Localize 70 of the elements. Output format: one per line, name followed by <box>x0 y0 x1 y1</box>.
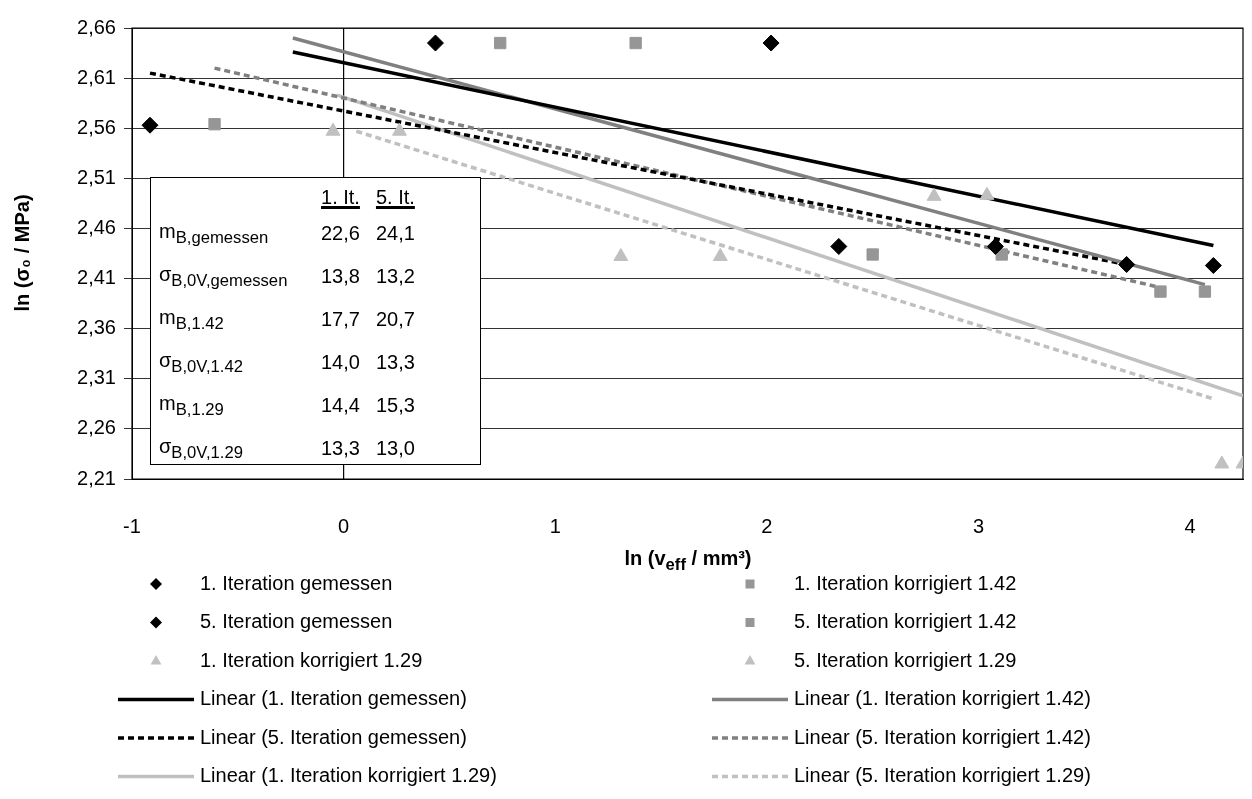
annotation: 14,0 <box>321 351 360 373</box>
point <box>762 34 780 52</box>
annotation: 13,8 <box>321 265 360 287</box>
point <box>1198 285 1212 298</box>
point <box>141 116 159 134</box>
annotation: m$_{B,1.42}$ <box>159 305 224 333</box>
y-tick-label: 2,31 <box>77 366 116 389</box>
legend-label: Linear (1. Iteration korrigiert 1.29) <box>200 764 497 787</box>
annotation: 13,3 <box>321 437 360 459</box>
x-tick-label: 0 <box>338 514 350 537</box>
y-tick-label: 2,51 <box>77 165 116 188</box>
legend-label: 1. Iteration korrigiert 1.29 <box>200 648 423 671</box>
point <box>1154 285 1167 298</box>
annotation: 20,7 <box>375 308 415 330</box>
legend-label: 1. Iteration gemessen <box>200 571 393 594</box>
annotation: σ$_{B,0V,gemessen}$ <box>159 262 288 290</box>
legend-label: 5. Iteration gemessen <box>200 610 393 633</box>
legend-label: Linear (5. Iteration gemessen) <box>200 725 467 748</box>
y-tick-label: 2,26 <box>77 416 116 439</box>
point <box>1118 256 1136 274</box>
point <box>325 122 341 136</box>
annotation: σ$_{B,0V,1.42}$ <box>159 348 243 376</box>
annotation: 24,1 <box>375 222 415 244</box>
x-tick-label: 4 <box>1184 514 1196 537</box>
annotation: 5. It. <box>375 185 415 208</box>
annotation: 15,3 <box>375 394 415 416</box>
y-tick-label: 2,66 <box>77 15 116 38</box>
legend-label: Linear (5. Iteration korrigiert 1.29) <box>794 764 1091 787</box>
point <box>392 122 407 136</box>
point <box>830 237 848 255</box>
point <box>426 34 444 52</box>
x-axis-title: ln (v$_{eff}$ / mm³) <box>624 547 752 575</box>
x-tick-label: 2 <box>761 514 773 537</box>
legend-label: Linear (1. Iteration gemessen) <box>200 687 467 710</box>
point <box>712 248 728 262</box>
legend-label: Linear (5. Iteration korrigiert 1.42) <box>794 725 1091 748</box>
y-tick-label: 2,56 <box>77 115 116 138</box>
legend-label: 5. Iteration korrigiert 1.42 <box>794 610 1017 633</box>
annotation: 13,2 <box>375 265 415 287</box>
point <box>1214 455 1230 469</box>
annotation: m$_{B,1.29}$ <box>159 391 224 419</box>
annotation: σ$_{B,0V,1.29}$ <box>159 434 243 462</box>
point <box>629 36 642 50</box>
point <box>613 248 629 262</box>
point <box>208 118 221 131</box>
point <box>986 237 1004 255</box>
annotation: 17,7 <box>321 308 360 330</box>
point <box>979 186 995 200</box>
point <box>494 36 507 50</box>
annotation: 22,6 <box>321 222 360 244</box>
annotation: 13,3 <box>375 351 415 373</box>
y-tick-label: 2,21 <box>77 466 116 489</box>
annotation: 14,4 <box>321 394 360 416</box>
x-tick-label: 3 <box>972 514 985 537</box>
legend-label: Linear (1. Iteration korrigiert 1.42) <box>794 687 1091 710</box>
y-tick-label: 2,46 <box>77 215 116 238</box>
annotation: 1. It. <box>321 185 360 208</box>
x-tick-label: 1 <box>549 514 561 537</box>
legend-label: 5. Iteration korrigiert 1.29 <box>794 648 1017 671</box>
x-tick-label: -1 <box>123 514 141 537</box>
annotation: 13,0 <box>375 437 415 459</box>
y-tick-label: 2,41 <box>77 266 116 289</box>
point <box>926 187 942 201</box>
point <box>1204 257 1222 275</box>
y-tick-label: 2,61 <box>77 65 116 88</box>
y-axis-title: ln (σ₀ / MPa) <box>10 194 34 312</box>
annotation: m$_{B,gemessen}$ <box>159 219 269 247</box>
legend-label: 1. Iteration korrigiert 1.42 <box>794 571 1017 594</box>
point <box>866 248 879 261</box>
y-tick-label: 2,36 <box>77 316 116 339</box>
